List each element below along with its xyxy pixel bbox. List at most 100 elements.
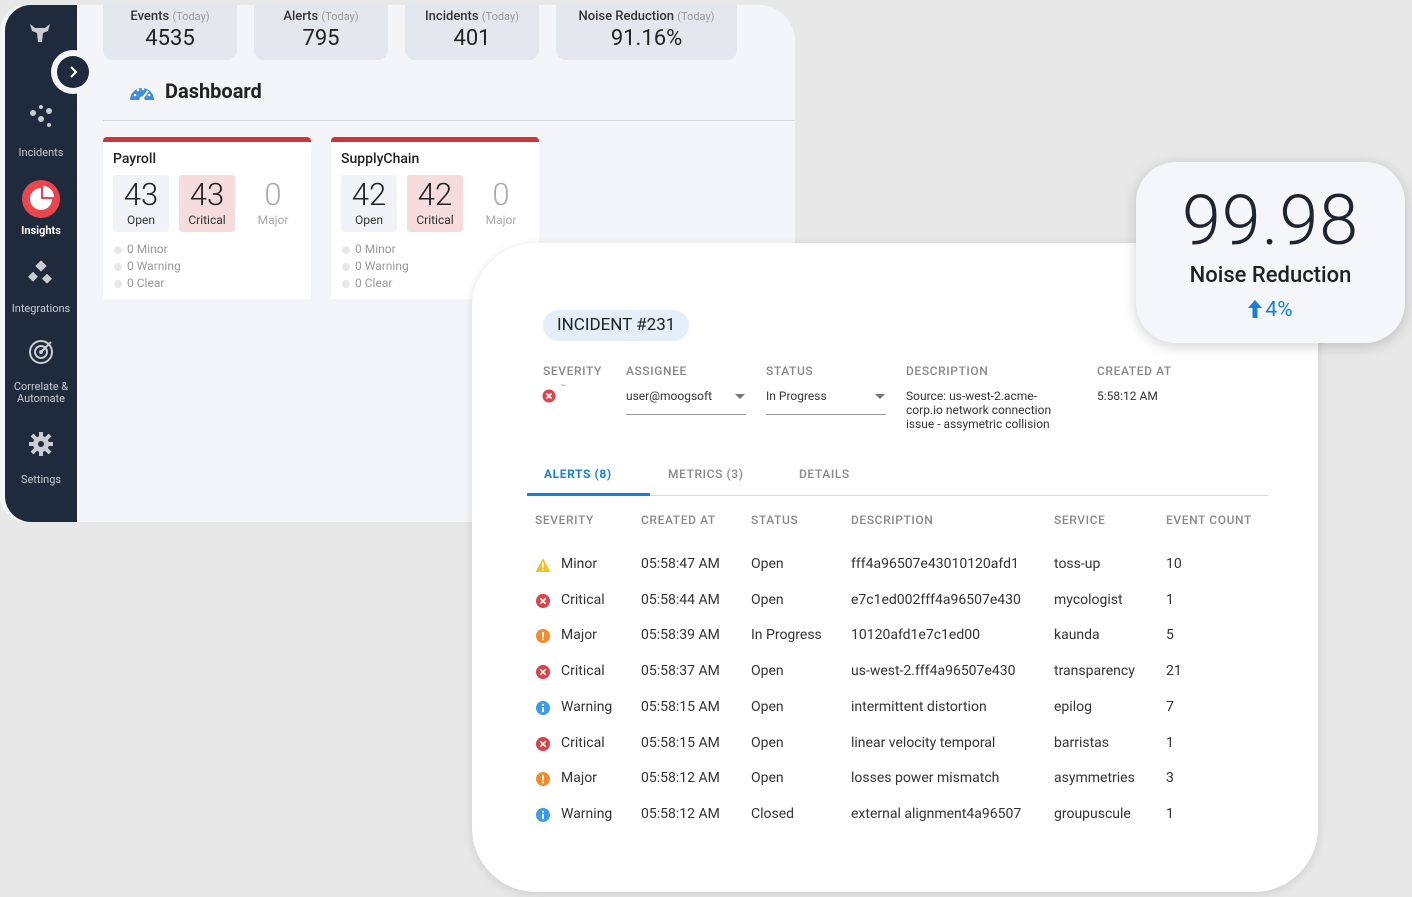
table-row[interactable]: Critical 05:58:15 AM Open linear velocity t… <box>472 733 1318 757</box>
count-label: Open <box>355 213 383 227</box>
severity-value: – <box>560 381 567 392</box>
table-cell: 05:58:15 AM <box>641 734 720 751</box>
status-dot <box>114 246 122 254</box>
nav-icon <box>29 432 53 456</box>
table-cell: us-west-2.fff4a96507e430 <box>851 663 1016 680</box>
tab[interactable]: DETAILS <box>799 467 850 481</box>
table-row[interactable]: Critical 05:58:37 AM Open us-west-2.fff4a96… <box>472 661 1318 685</box>
table-row[interactable]: Warning 05:58:15 AM Open intermittent disto… <box>472 697 1318 721</box>
table-row[interactable]: Minor 05:58:47 AM Open fff4a96507e43010120a… <box>472 554 1318 578</box>
table-cell: external alignment4a96507 <box>851 805 1022 822</box>
severity-icon <box>536 593 550 608</box>
stat-card: Noise Reduction (Today) 91.16% <box>556 5 737 60</box>
stat-label: Alerts (Today) <box>254 9 388 24</box>
service-card[interactable]: Payroll 43 Open 43 Critical 0 Major 0 Minor 0 Wa… <box>103 137 311 299</box>
severity-icon <box>535 558 551 572</box>
noise-label: Noise Reduction <box>1189 263 1352 288</box>
table-cell: 05:58:37 AM <box>641 663 720 680</box>
table-cell: Major <box>561 770 597 787</box>
tab[interactable]: ALERTS (8) <box>544 467 612 481</box>
table-cell: intermittent distortion <box>851 698 987 715</box>
count-label: Open <box>127 213 155 227</box>
nav-label: Settings <box>20 473 62 486</box>
count-value: 0 <box>492 176 510 213</box>
field-value[interactable]: user@moogsoft <box>626 389 713 403</box>
dashboard-icon <box>130 87 154 102</box>
field-label: STATUS <box>766 364 814 378</box>
table-cell: 7 <box>1166 698 1174 715</box>
table-cell: Critical <box>561 663 605 680</box>
stat-value: 4535 <box>145 26 195 51</box>
stat-period: (Today) <box>321 10 359 23</box>
field-value: Source: us-west-2.acme-corp.io network c… <box>906 389 1052 431</box>
logo <box>30 24 50 42</box>
column-header: CREATED AT <box>641 513 716 527</box>
severity-icon <box>536 772 550 787</box>
count-label: Critical <box>188 213 226 227</box>
status-dot <box>114 280 122 288</box>
sidebar: Incidents Insights Integrations Correlate &… <box>5 5 77 522</box>
count-label: Major <box>485 213 517 227</box>
severity-icon <box>536 629 550 644</box>
severity-icon <box>536 665 550 680</box>
table-cell: 05:58:12 AM <box>641 805 720 822</box>
status-dot <box>114 263 122 271</box>
stat-card: Incidents (Today) 401 <box>405 5 539 60</box>
table-cell: 05:58:44 AM <box>641 591 720 608</box>
table-cell: Major <box>561 627 597 644</box>
stat-label: Incidents (Today) <box>405 9 539 24</box>
tabs-underline <box>527 495 1268 496</box>
table-cell: asymmetries <box>1054 770 1135 787</box>
nav-icon <box>28 260 52 284</box>
field-label: DESCRIPTION <box>906 364 989 378</box>
status-line: 0 Clear <box>127 276 165 290</box>
table-cell: transparency <box>1054 663 1135 680</box>
table-cell: 1 <box>1166 591 1174 608</box>
incident-card: INCIDENT #231 SEVERITY – ASSIGNEE user@moogs… <box>472 243 1318 892</box>
table-row[interactable]: Major 05:58:12 AM Open losses power mismatc… <box>472 768 1318 792</box>
table-cell: In Progress <box>751 627 822 644</box>
stat-period: (Today) <box>172 10 210 23</box>
nav-icon <box>30 105 52 127</box>
table-cell: Critical <box>561 591 605 608</box>
stat-period: (Today) <box>481 10 519 23</box>
nav-icon-bg <box>22 180 60 218</box>
service-name: SupplyChain <box>341 151 420 167</box>
incident-title: INCIDENT #231 <box>543 310 690 341</box>
collapse-button[interactable] <box>57 56 89 88</box>
stat-value: 91.16% <box>610 26 683 51</box>
table-cell: Open <box>751 734 784 751</box>
status-line: 0 Clear <box>355 276 393 290</box>
field-value[interactable]: In Progress <box>766 389 827 403</box>
count-value: 0 <box>264 176 282 213</box>
table-cell: Closed <box>751 805 795 822</box>
status-line: 0 Warning <box>127 259 181 273</box>
count-box: 42 Critical <box>407 175 463 232</box>
tab[interactable]: METRICS (3) <box>668 467 744 481</box>
table-cell: epilog <box>1054 698 1092 715</box>
table-row[interactable]: Warning 05:58:12 AM Closed external alignme… <box>472 804 1318 828</box>
status-line: 0 Minor <box>127 242 168 256</box>
table-cell: Warning <box>561 698 613 715</box>
table-row[interactable]: Critical 05:58:44 AM Open e7c1ed002fff4a965… <box>472 590 1318 614</box>
status-dot <box>342 246 350 254</box>
table-cell: 21 <box>1166 663 1182 680</box>
table-cell: 1 <box>1166 734 1174 751</box>
count-value: 43 <box>123 176 159 213</box>
table-row[interactable]: Major 05:58:39 AM In Progress 10120afd1e7c1… <box>472 625 1318 649</box>
count-box: 42 Open <box>341 175 397 232</box>
count-box: 0 Major <box>473 175 529 232</box>
nav-label: Correlate & Automate <box>13 380 69 405</box>
noise-change: 4% <box>1136 298 1405 322</box>
table-cell: toss-up <box>1054 556 1101 572</box>
table-cell: 05:58:39 AM <box>641 627 720 644</box>
count-box: 43 Open <box>113 175 169 232</box>
table-cell: 5 <box>1166 627 1174 644</box>
column-header: SEVERITY <box>535 513 594 527</box>
dashboard-title: Dashboard <box>165 79 262 103</box>
nav-icon <box>29 340 53 364</box>
stat-period: (Today) <box>677 10 715 23</box>
column-header: EVENT COUNT <box>1166 513 1252 527</box>
status-line: 0 Minor <box>355 242 396 256</box>
table-cell: 3 <box>1166 770 1174 787</box>
